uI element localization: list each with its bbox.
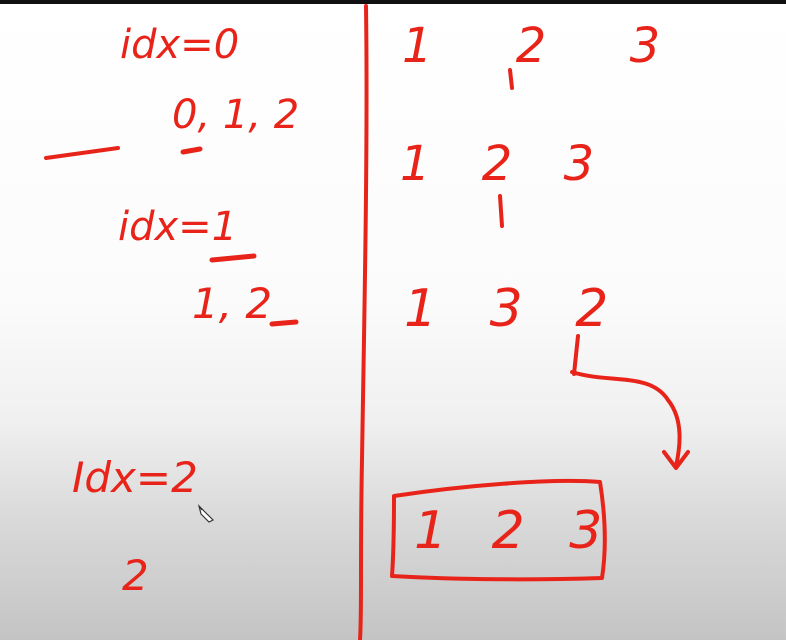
vertical-divider-line: [358, 4, 369, 640]
idx1-values: 1, 2: [192, 279, 272, 328]
boxed-result-text: 1 2 3: [414, 501, 616, 561]
underline-2: [269, 319, 299, 327]
top-edge-bar: [0, 0, 786, 4]
idx0-label: idx=0: [120, 22, 239, 68]
idx1-label: idx=1: [118, 204, 237, 250]
tick-mark-1: [508, 68, 514, 90]
idx2-label: Idx=2: [72, 453, 198, 502]
curved-arrow: [570, 334, 682, 468]
dash-mark: [44, 146, 120, 160]
arrow-head: [662, 450, 690, 470]
underline-1: [209, 253, 257, 263]
idx0-values: 0, 1, 2: [172, 92, 299, 138]
permutation-row-1: 1 2 3: [402, 18, 694, 74]
result-box: [390, 478, 607, 582]
idx2-values: 2: [122, 551, 149, 600]
permutation-row-2: 1 2 3: [400, 136, 612, 192]
permutation-row-3: 1 3 2: [404, 279, 626, 339]
tick-mark-2: [498, 194, 504, 228]
pencil-cursor-icon: [197, 504, 215, 523]
underline-0: [180, 146, 203, 155]
